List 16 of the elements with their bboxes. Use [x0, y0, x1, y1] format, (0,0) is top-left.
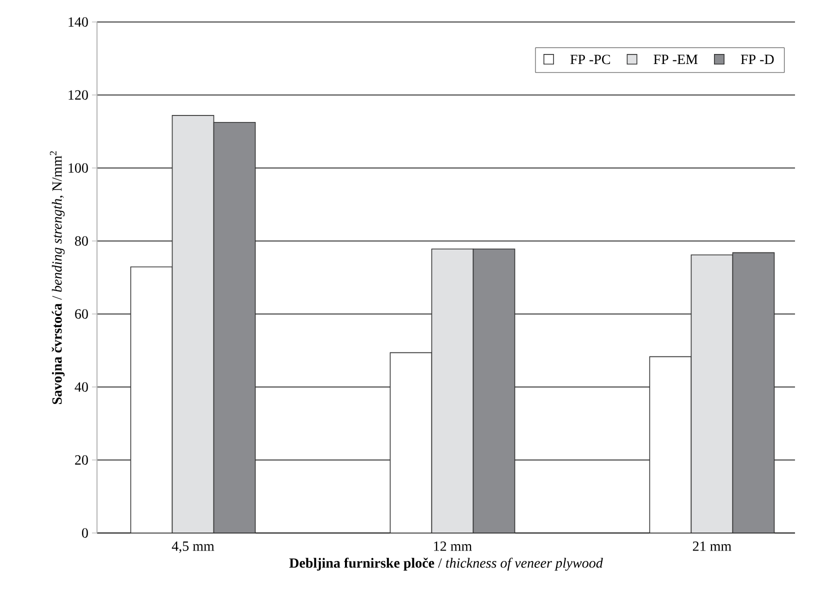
x-axis-title: Debljina furnirske ploče / thickness of veneer plywood: [289, 558, 603, 571]
y-tick-label: 120: [68, 90, 88, 100]
legend-label: FP -PC: [570, 54, 610, 64]
x-tick-label: 12 mm: [434, 542, 472, 551]
y-tick-label: 140: [68, 17, 88, 27]
legend-label: FP -D: [740, 54, 774, 64]
y-axis-title: Savojna čvrstoća / bending strength, N/mm$^{2}$: [50, 151, 65, 404]
y-tick-label: 60: [75, 309, 88, 319]
legend-label: FP -EM: [654, 54, 698, 64]
y-tick-label: 80: [75, 236, 88, 246]
x-tick-label: 21 mm: [692, 542, 732, 551]
y-tick-label: 40: [74, 382, 88, 392]
x-tick-label: 4,5 mm: [172, 542, 214, 553]
y-tick-label: 0: [82, 528, 88, 538]
y-tick-label: 100: [68, 163, 88, 173]
y-tick-label: 20: [75, 455, 88, 465]
